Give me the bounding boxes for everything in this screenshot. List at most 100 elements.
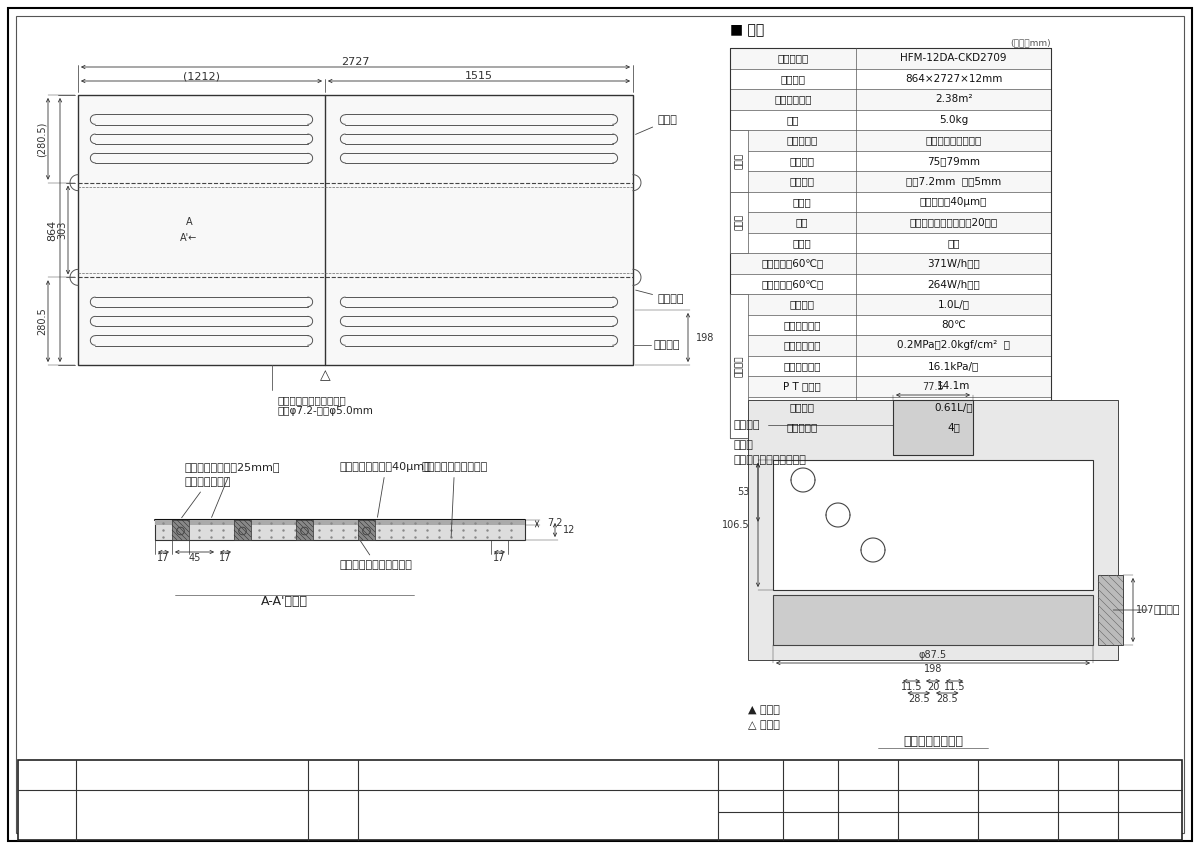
Bar [730,417,1051,437]
Text: 198: 198 [696,333,714,342]
Text: 198: 198 [924,664,942,674]
Bar [730,48,1051,69]
Text: ▲ 山折り: ▲ 山折り [748,705,780,715]
Text: 名称: 名称 [38,767,55,781]
Text: △: △ [319,368,330,382]
Text: 16.1kPa/枥: 16.1kPa/枥 [928,361,979,371]
Text: 外径φ7.2-内径φ5.0mm: 外径φ7.2-内径φ5.0mm [277,406,373,416]
Text: 外径7.2mm  内径5mm: 外径7.2mm 内径5mm [906,177,1001,186]
Text: 20: 20 [926,682,940,692]
Bar [78,95,634,365]
Text: 小根太入りハード温水マット: 小根太入りハード温水マット [925,767,1034,781]
Text: 表面材: 表面材 [793,197,811,207]
Bar [773,595,1093,645]
Bar [730,89,1051,110]
Text: 12: 12 [563,525,575,535]
Bar [730,233,1051,253]
Text: (単位：mm): (単位：mm) [1010,38,1051,48]
Text: △ 谷折り: △ 谷折り [748,720,780,730]
Text: 架橋ポリエチレンパイプ: 架橋ポリエチレンパイプ [733,455,806,465]
Text: 架橋ポリエチレンパイプ: 架橋ポリエチレンパイプ [340,540,413,570]
Text: 0.2MPa（2.0kgf/cm²  ）: 0.2MPa（2.0kgf/cm² ） [898,340,1010,351]
Text: 28.5: 28.5 [908,694,930,704]
Bar [730,356,1051,376]
Bar [18,760,1182,840]
Text: 小根太（合洿）: 小根太（合洿） [181,477,230,518]
Text: 標準流量: 標準流量 [790,299,815,309]
Bar [234,520,251,540]
Text: ■ 仕様: ■ 仕様 [730,23,764,37]
Bar [730,130,748,192]
Text: グリーンライン（25mm）: グリーンライン（25mm） [185,462,280,517]
Text: 尺度: 尺度 [743,819,758,833]
Text: 106.5: 106.5 [722,520,750,530]
Text: 14.1m: 14.1m [937,381,970,391]
Text: 17: 17 [493,553,505,563]
Bar [730,294,1051,314]
Bar [730,150,1051,171]
Text: 864×2727×12mm: 864×2727×12mm [905,74,1002,84]
Text: 小小根太: 小小根太 [1114,605,1180,615]
Text: 280.5: 280.5 [37,307,47,335]
Text: A3: A3 [930,819,946,833]
Text: 架橋ポリエチレン管: 架橋ポリエチレン管 [925,135,982,145]
Text: 小根太溝数: 小根太溝数 [786,422,817,432]
Text: アルミ箔（40μm）: アルミ箔（40μm） [920,197,988,207]
Text: 保有水量: 保有水量 [790,402,815,412]
Bar [730,314,1051,335]
Bar [172,520,190,540]
Text: (1212): (1212) [182,71,220,81]
Bar [730,273,1051,294]
Bar [893,400,973,455]
Text: 型式: 型式 [38,793,56,808]
Bar [730,396,1051,417]
Bar [1098,575,1123,645]
Bar [730,376,1051,396]
Bar [730,192,1051,212]
Text: 264W/h・枥: 264W/h・枥 [928,278,980,289]
Text: 名称・型式: 名称・型式 [778,53,809,63]
Text: 17: 17 [220,553,232,563]
Bar [155,520,526,540]
Text: リンナイ 株式会社: リンナイ 株式会社 [1063,800,1177,820]
Text: 101: 101 [1156,825,1177,835]
Text: ヘッダー: ヘッダー [733,420,760,430]
Text: 裏面材: 裏面材 [793,238,811,248]
Text: φ87.5: φ87.5 [919,650,947,660]
Text: 4本: 4本 [947,422,960,432]
Text: 0.61L/枥: 0.61L/枥 [934,402,973,412]
Text: 有効放熱面穌: 有効放熱面穌 [774,94,811,104]
Text: 28.5: 28.5 [936,694,958,704]
Text: 864: 864 [47,219,58,240]
Text: 管ピッチ: 管ピッチ [790,155,815,166]
Text: バンド: バンド [733,440,752,450]
Text: 53: 53 [738,487,750,498]
Text: A'←: A'← [180,233,198,243]
Bar [358,520,374,540]
Text: 放熱管: 放熱管 [734,153,744,169]
Text: 品名: 品名 [324,767,342,781]
Text: 45: 45 [188,553,200,563]
Text: 材質・材料: 材質・材料 [786,135,817,145]
Text: マット: マット [734,214,744,230]
Bar [730,110,1051,130]
Text: 小根太入りハード温水マット: 小根太入りハード温水マット [679,767,797,781]
Bar [730,171,1051,192]
Text: Free: Free [797,819,824,833]
Text: 2014.10: 2014.10 [371,819,422,833]
Text: 2.38m²: 2.38m² [935,94,972,104]
Text: 75～79mm: 75～79mm [928,155,980,166]
Text: ヘッダー部詳細図: ヘッダー部詳細図 [904,735,964,748]
Text: サイズ: サイズ [857,819,880,833]
Text: 11.5: 11.5 [901,682,923,692]
Text: 371W/h・枥: 371W/h・枥 [928,258,980,268]
Text: 暖房能力（60℃）: 暖房能力（60℃） [762,278,824,289]
Text: A: A [186,217,192,227]
Text: 名称: 名称 [38,767,56,781]
Text: 質量: 質量 [787,115,799,125]
Text: フォームポリスチレン: フォームポリスチレン [421,462,487,537]
Text: P T 相当長: P T 相当長 [784,381,821,391]
Text: なし: なし [947,238,960,248]
Text: 小根太: 小根太 [636,115,678,134]
Text: 小小根太: 小小根太 [636,290,684,305]
